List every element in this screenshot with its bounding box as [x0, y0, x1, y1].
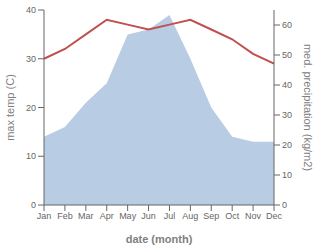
svg-text:10: 10 [282, 170, 292, 180]
svg-text:40: 40 [282, 80, 292, 90]
svg-text:60: 60 [282, 20, 292, 30]
svg-text:Oct: Oct [225, 211, 240, 221]
svg-text:Jan: Jan [37, 211, 52, 221]
svg-text:med. precipitation (kg/m2): med. precipitation (kg/m2) [302, 44, 310, 171]
svg-text:40: 40 [26, 5, 36, 15]
svg-text:Jun: Jun [141, 211, 156, 221]
svg-text:Dec: Dec [266, 211, 283, 221]
svg-text:Jul: Jul [164, 211, 176, 221]
svg-text:20: 20 [26, 103, 36, 113]
svg-text:max temp (C): max temp (C) [8, 74, 16, 141]
svg-text:20: 20 [282, 140, 292, 150]
svg-text:0: 0 [31, 200, 36, 210]
svg-text:30: 30 [26, 54, 36, 64]
svg-text:Nov: Nov [245, 211, 262, 221]
svg-text:0: 0 [282, 200, 287, 210]
svg-text:Sep: Sep [203, 211, 219, 221]
svg-text:Aug: Aug [182, 211, 198, 221]
svg-text:May: May [119, 211, 137, 221]
svg-text:date (month): date (month) [126, 233, 193, 245]
svg-text:30: 30 [282, 110, 292, 120]
svg-text:10: 10 [26, 151, 36, 161]
svg-text:Feb: Feb [57, 211, 73, 221]
svg-text:Apr: Apr [100, 211, 114, 221]
svg-text:50: 50 [282, 50, 292, 60]
svg-text:Mar: Mar [78, 211, 94, 221]
